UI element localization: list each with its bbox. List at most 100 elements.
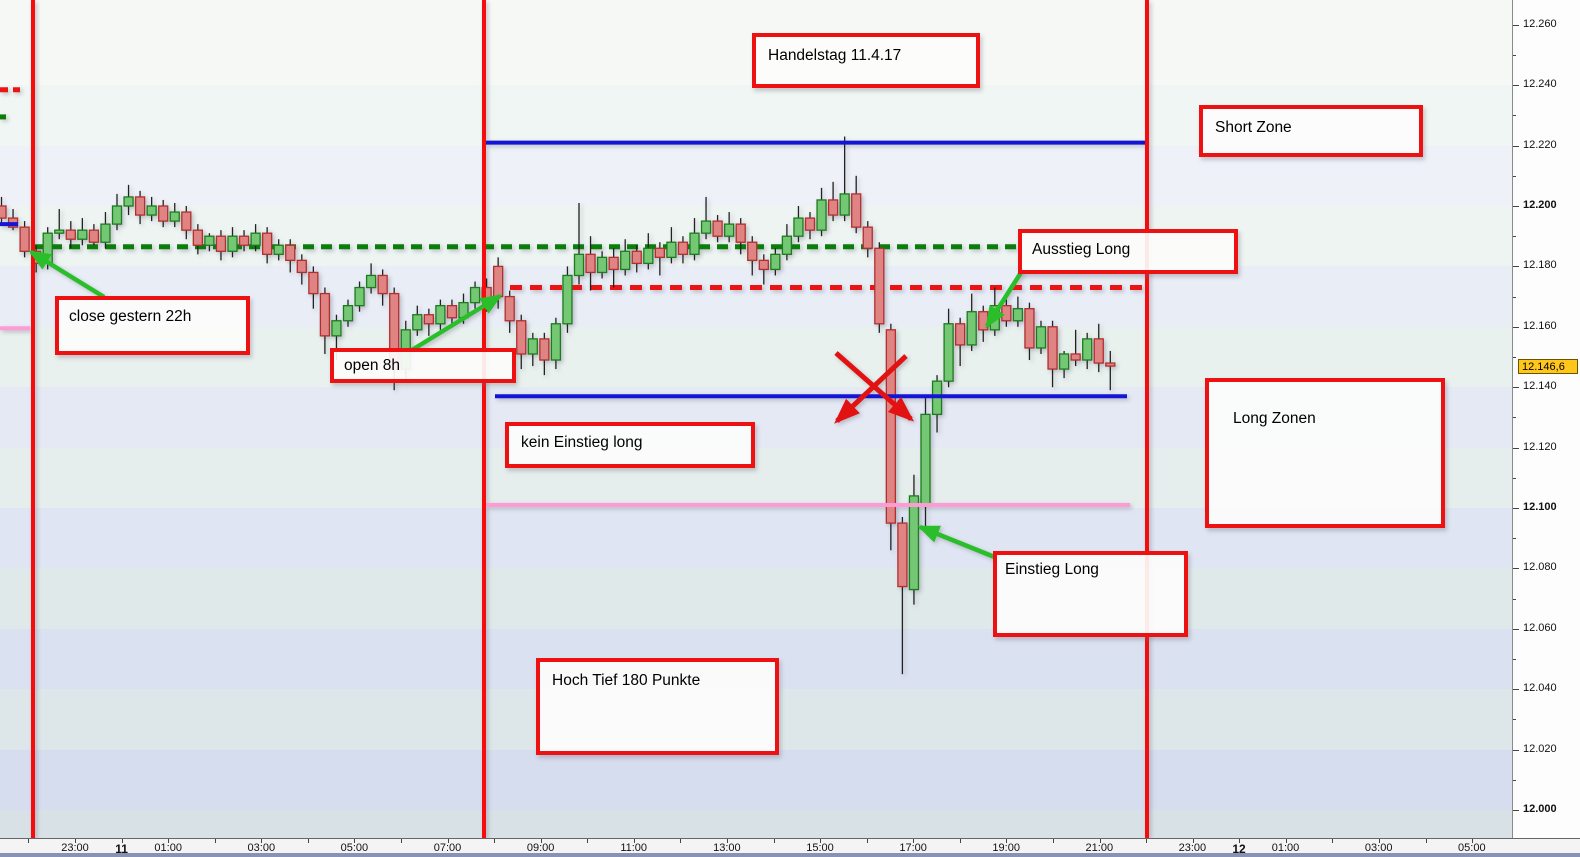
candle <box>758 254 769 285</box>
candle <box>677 236 689 264</box>
time-tick <box>959 839 961 843</box>
candle <box>100 212 111 249</box>
time-tick <box>726 839 728 843</box>
candle <box>735 218 746 255</box>
time-tick <box>773 839 775 843</box>
time-tick <box>1146 839 1148 843</box>
time-tick-label: 15:00 <box>806 842 834 854</box>
price-minor-tick <box>1513 538 1516 540</box>
candle <box>643 233 654 270</box>
price-minor-tick <box>1513 296 1516 298</box>
time-tick <box>494 839 496 843</box>
candle <box>192 224 204 255</box>
candle <box>19 221 30 258</box>
candle <box>423 308 435 336</box>
candle <box>596 251 608 279</box>
annotation-box-hoch-tief[interactable]: Hoch Tief 180 Punkte <box>536 658 779 755</box>
price-minor-tick <box>1513 779 1516 781</box>
annotation-arrows <box>28 250 1024 561</box>
annotation-label: open 8h <box>344 357 401 374</box>
time-tick <box>400 839 402 843</box>
candle <box>250 224 261 252</box>
time-tick-label: 05:00 <box>1458 842 1486 854</box>
candle <box>712 215 723 243</box>
time-tick <box>1285 839 1287 843</box>
candle <box>931 375 943 433</box>
price-tick-label: 12.060 <box>1523 621 1557 634</box>
time-tick <box>1472 839 1474 843</box>
chart-plot[interactable] <box>0 0 1512 838</box>
candle <box>1035 320 1047 354</box>
candle <box>469 281 481 309</box>
candle <box>539 332 550 376</box>
time-tick-label: 01:00 <box>154 842 182 854</box>
price-tick <box>1513 387 1519 389</box>
candle <box>285 239 296 273</box>
time-tick <box>680 839 682 843</box>
annotation-box-ausstieg-long[interactable]: Ausstieg Long <box>1018 229 1238 274</box>
time-tick <box>1378 839 1380 843</box>
level-lines-solid <box>0 140 1146 507</box>
annotation-box-handelstag[interactable]: Handelstag 11.4.17 <box>752 33 980 88</box>
annotation-box-open-8h[interactable]: open 8h <box>330 348 516 383</box>
time-tick <box>587 839 589 843</box>
price-axis[interactable]: 12.146,6 12.260 12.240 12.220 12.200 12.180 1… <box>1512 0 1580 857</box>
level-lines-dashed <box>0 87 1146 291</box>
candle <box>273 239 284 261</box>
candle <box>77 218 88 246</box>
candle <box>7 209 19 231</box>
time-tick <box>1192 839 1194 843</box>
annotation-box-einstieg-long[interactable]: Einstieg Long <box>993 551 1188 637</box>
time-tick <box>1425 839 1427 843</box>
price-minor-tick <box>1513 719 1516 721</box>
candle <box>446 299 458 327</box>
candle <box>354 281 365 312</box>
candle <box>169 202 180 228</box>
time-tick <box>447 839 449 843</box>
annotation-box-short-zone[interactable]: Short Zone <box>1199 105 1423 157</box>
price-minor-tick <box>1513 598 1516 600</box>
time-tick <box>1332 839 1334 843</box>
candle <box>874 242 885 333</box>
annotation-box-close-gestern[interactable]: close gestern 22h <box>55 296 250 355</box>
price-tick-label: 12.260 <box>1523 17 1557 30</box>
time-axis[interactable]: 23:00 11 01:00 03:00 05:00 07:00 09:00 11:00 13:… <box>0 838 1580 857</box>
price-tick <box>1513 326 1519 328</box>
candle <box>215 230 227 261</box>
time-tick-label: 05:00 <box>340 842 369 854</box>
candle <box>88 224 100 246</box>
annotation-box-long-zonen[interactable]: Long Zonen <box>1205 378 1445 528</box>
time-tick <box>28 839 30 843</box>
annotation-label: Einstieg Long <box>1005 561 1099 578</box>
candle <box>1082 332 1093 370</box>
time-tick <box>354 839 356 843</box>
candle <box>1105 350 1116 391</box>
candle <box>527 332 538 367</box>
price-tick-label: 12.180 <box>1523 259 1557 272</box>
price-minor-tick <box>1513 236 1516 238</box>
price-tick-label: 12.200 <box>1523 199 1557 211</box>
price-tick-label: 12.020 <box>1523 742 1557 755</box>
candle <box>181 206 192 240</box>
candle <box>689 218 700 261</box>
candle <box>943 308 954 388</box>
annotation-box-kein-einstieg[interactable]: kein Einstieg long <box>505 422 755 468</box>
price-minor-tick <box>1513 115 1516 117</box>
candle <box>204 233 215 252</box>
time-tick-label: 21:00 <box>1085 842 1114 854</box>
candle <box>654 242 665 276</box>
candle <box>804 212 816 240</box>
annotation-label: Long Zonen <box>1233 410 1316 427</box>
price-tick <box>1513 749 1519 751</box>
price-tick-label: 12.040 <box>1523 682 1557 695</box>
time-tick-label: 17:00 <box>899 842 927 854</box>
candle <box>839 136 850 222</box>
price-tick <box>1513 266 1519 268</box>
price-tick-label: 12.080 <box>1523 561 1557 574</box>
price-tick <box>1513 206 1519 207</box>
candle <box>516 314 527 370</box>
time-tick-label: 23:00 <box>61 842 89 854</box>
time-tick <box>540 839 542 843</box>
time-tick <box>913 839 915 843</box>
